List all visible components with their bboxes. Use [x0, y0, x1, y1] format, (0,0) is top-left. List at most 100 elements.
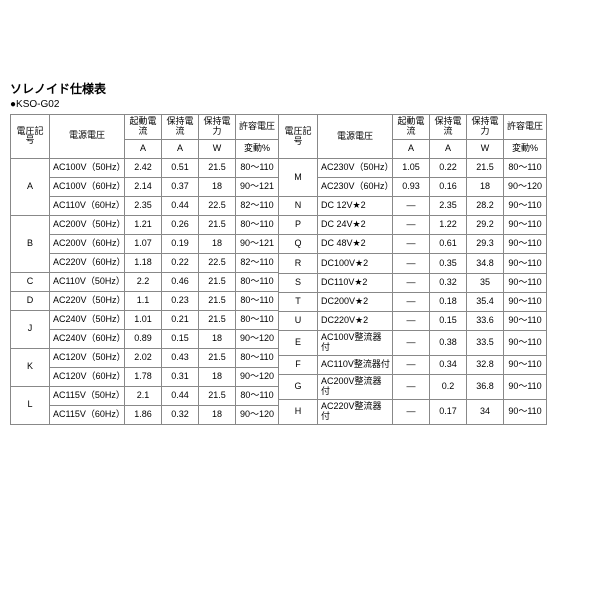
cell-code: S — [279, 273, 318, 292]
cell-start: 1.78 — [125, 367, 162, 386]
cell-power: 28.2 — [467, 197, 504, 216]
th-power: 保持電力 — [467, 115, 504, 140]
th-unit-a2: A — [430, 139, 467, 158]
cell-tol: 80～110 — [236, 272, 279, 291]
th-unit-w: W — [467, 139, 504, 158]
cell-volt: AC200V整流器付 — [318, 374, 393, 399]
cell-hold: 0.32 — [430, 273, 467, 292]
cell-hold: 0.31 — [162, 367, 199, 386]
cell-code: N — [279, 197, 318, 216]
cell-volt: AC200V（50Hz） — [50, 215, 125, 234]
cell-power: 21.5 — [199, 158, 236, 177]
table-row: AC220V（60Hz）1.180.2222.582～110 — [11, 253, 279, 272]
cell-volt: AC220V整流器付 — [318, 399, 393, 424]
cell-hold: 0.34 — [430, 355, 467, 374]
cell-volt: DC 48V★2 — [318, 235, 393, 254]
cell-volt: AC115V（60Hz） — [50, 405, 125, 424]
cell-volt: AC240V（50Hz） — [50, 310, 125, 329]
cell-hold: 0.15 — [162, 329, 199, 348]
cell-start: 1.21 — [125, 215, 162, 234]
table-row: FAC110V整流器付―0.3432.890～110 — [279, 355, 547, 374]
table-row: PDC 24V★2―1.2229.290～110 — [279, 216, 547, 235]
cell-power: 33.5 — [467, 330, 504, 355]
table-row: UDC220V★2―0.1533.690～110 — [279, 311, 547, 330]
cell-tol: 90～120 — [504, 178, 547, 197]
cell-tol: 90～110 — [504, 330, 547, 355]
table-row: AC115V（60Hz）1.860.321890～120 — [11, 405, 279, 424]
cell-power: 21.5 — [199, 272, 236, 291]
table-row: TDC200V★2―0.1835.490～110 — [279, 292, 547, 311]
cell-tol: 90～110 — [504, 374, 547, 399]
cell-power: 35.4 — [467, 292, 504, 311]
cell-tol: 80～110 — [236, 291, 279, 310]
cell-tol: 90～120 — [236, 329, 279, 348]
cell-tol: 80～110 — [236, 386, 279, 405]
cell-code: G — [279, 374, 318, 399]
cell-tol: 90～110 — [504, 254, 547, 273]
cell-power: 22.5 — [199, 196, 236, 215]
page-subtitle: ●KSO-G02 — [10, 99, 590, 110]
cell-hold: 0.37 — [162, 177, 199, 196]
cell-code: C — [11, 272, 50, 291]
cell-start: 1.1 — [125, 291, 162, 310]
cell-hold: 0.61 — [430, 235, 467, 254]
cell-code: A — [11, 158, 50, 215]
table-row: GAC200V整流器付―0.236.890～110 — [279, 374, 547, 399]
cell-power: 18 — [199, 177, 236, 196]
cell-hold: 0.18 — [430, 292, 467, 311]
cell-power: 21.5 — [199, 215, 236, 234]
th-start: 起動電流 — [125, 115, 162, 140]
th-unit-a1: A — [125, 139, 162, 158]
cell-hold: 0.22 — [162, 253, 199, 272]
table-row: NDC 12V★2―2.3528.290～110 — [279, 197, 547, 216]
cell-tol: 82～110 — [236, 196, 279, 215]
cell-tol: 82～110 — [236, 253, 279, 272]
th-volt: 電源電圧 — [318, 115, 393, 159]
cell-tol: 80～110 — [236, 310, 279, 329]
cell-volt: AC100V整流器付 — [318, 330, 393, 355]
page-title: ソレノイド仕様表 — [10, 80, 590, 97]
cell-code: Q — [279, 235, 318, 254]
th-tol: 許容電圧 — [504, 115, 547, 140]
cell-tol: 80～110 — [504, 159, 547, 178]
table-row: CAC110V（50Hz）2.20.4621.580～110 — [11, 272, 279, 291]
cell-volt: AC110V整流器付 — [318, 355, 393, 374]
cell-start: ― — [393, 254, 430, 273]
cell-start: 1.86 — [125, 405, 162, 424]
cell-code: F — [279, 355, 318, 374]
spec-table-right: 電圧記号電源電圧起動電流保持電流保持電力許容電圧AAW変動%MAC230V（50… — [279, 114, 547, 425]
cell-start: 2.35 — [125, 196, 162, 215]
cell-start: ― — [393, 399, 430, 424]
cell-code: E — [279, 330, 318, 355]
table-row: BAC200V（50Hz）1.210.2621.580～110 — [11, 215, 279, 234]
cell-power: 29.3 — [467, 235, 504, 254]
cell-hold: 0.32 — [162, 405, 199, 424]
cell-power: 18 — [199, 234, 236, 253]
cell-volt: AC110V（60Hz） — [50, 196, 125, 215]
cell-tol: 90～121 — [236, 177, 279, 196]
cell-code: M — [279, 159, 318, 197]
table-row: MAC230V（50Hz）1.050.2221.580～110 — [279, 159, 547, 178]
cell-power: 22.5 — [199, 253, 236, 272]
cell-code: J — [11, 310, 50, 348]
cell-code: K — [11, 348, 50, 386]
cell-start: 2.42 — [125, 158, 162, 177]
cell-code: U — [279, 311, 318, 330]
table-row: HAC220V整流器付―0.173490～110 — [279, 399, 547, 424]
th-unit-pct: 変動% — [504, 139, 547, 158]
table-row: AC100V（60Hz）2.140.371890～121 — [11, 177, 279, 196]
cell-power: 35 — [467, 273, 504, 292]
cell-volt: DC 12V★2 — [318, 197, 393, 216]
th-code: 電圧記号 — [279, 115, 318, 159]
cell-start: 2.2 — [125, 272, 162, 291]
cell-hold: 0.19 — [162, 234, 199, 253]
cell-volt: AC100V（50Hz） — [50, 158, 125, 177]
cell-volt: AC120V（50Hz） — [50, 348, 125, 367]
cell-volt: AC120V（60Hz） — [50, 367, 125, 386]
cell-hold: 2.35 — [430, 197, 467, 216]
tables-container: 電圧記号電源電圧起動電流保持電流保持電力許容電圧AAW変動%AAC100V（50… — [10, 114, 590, 425]
cell-code: T — [279, 292, 318, 311]
cell-power: 21.5 — [467, 159, 504, 178]
cell-tol: 90～110 — [504, 197, 547, 216]
cell-power: 18 — [467, 178, 504, 197]
